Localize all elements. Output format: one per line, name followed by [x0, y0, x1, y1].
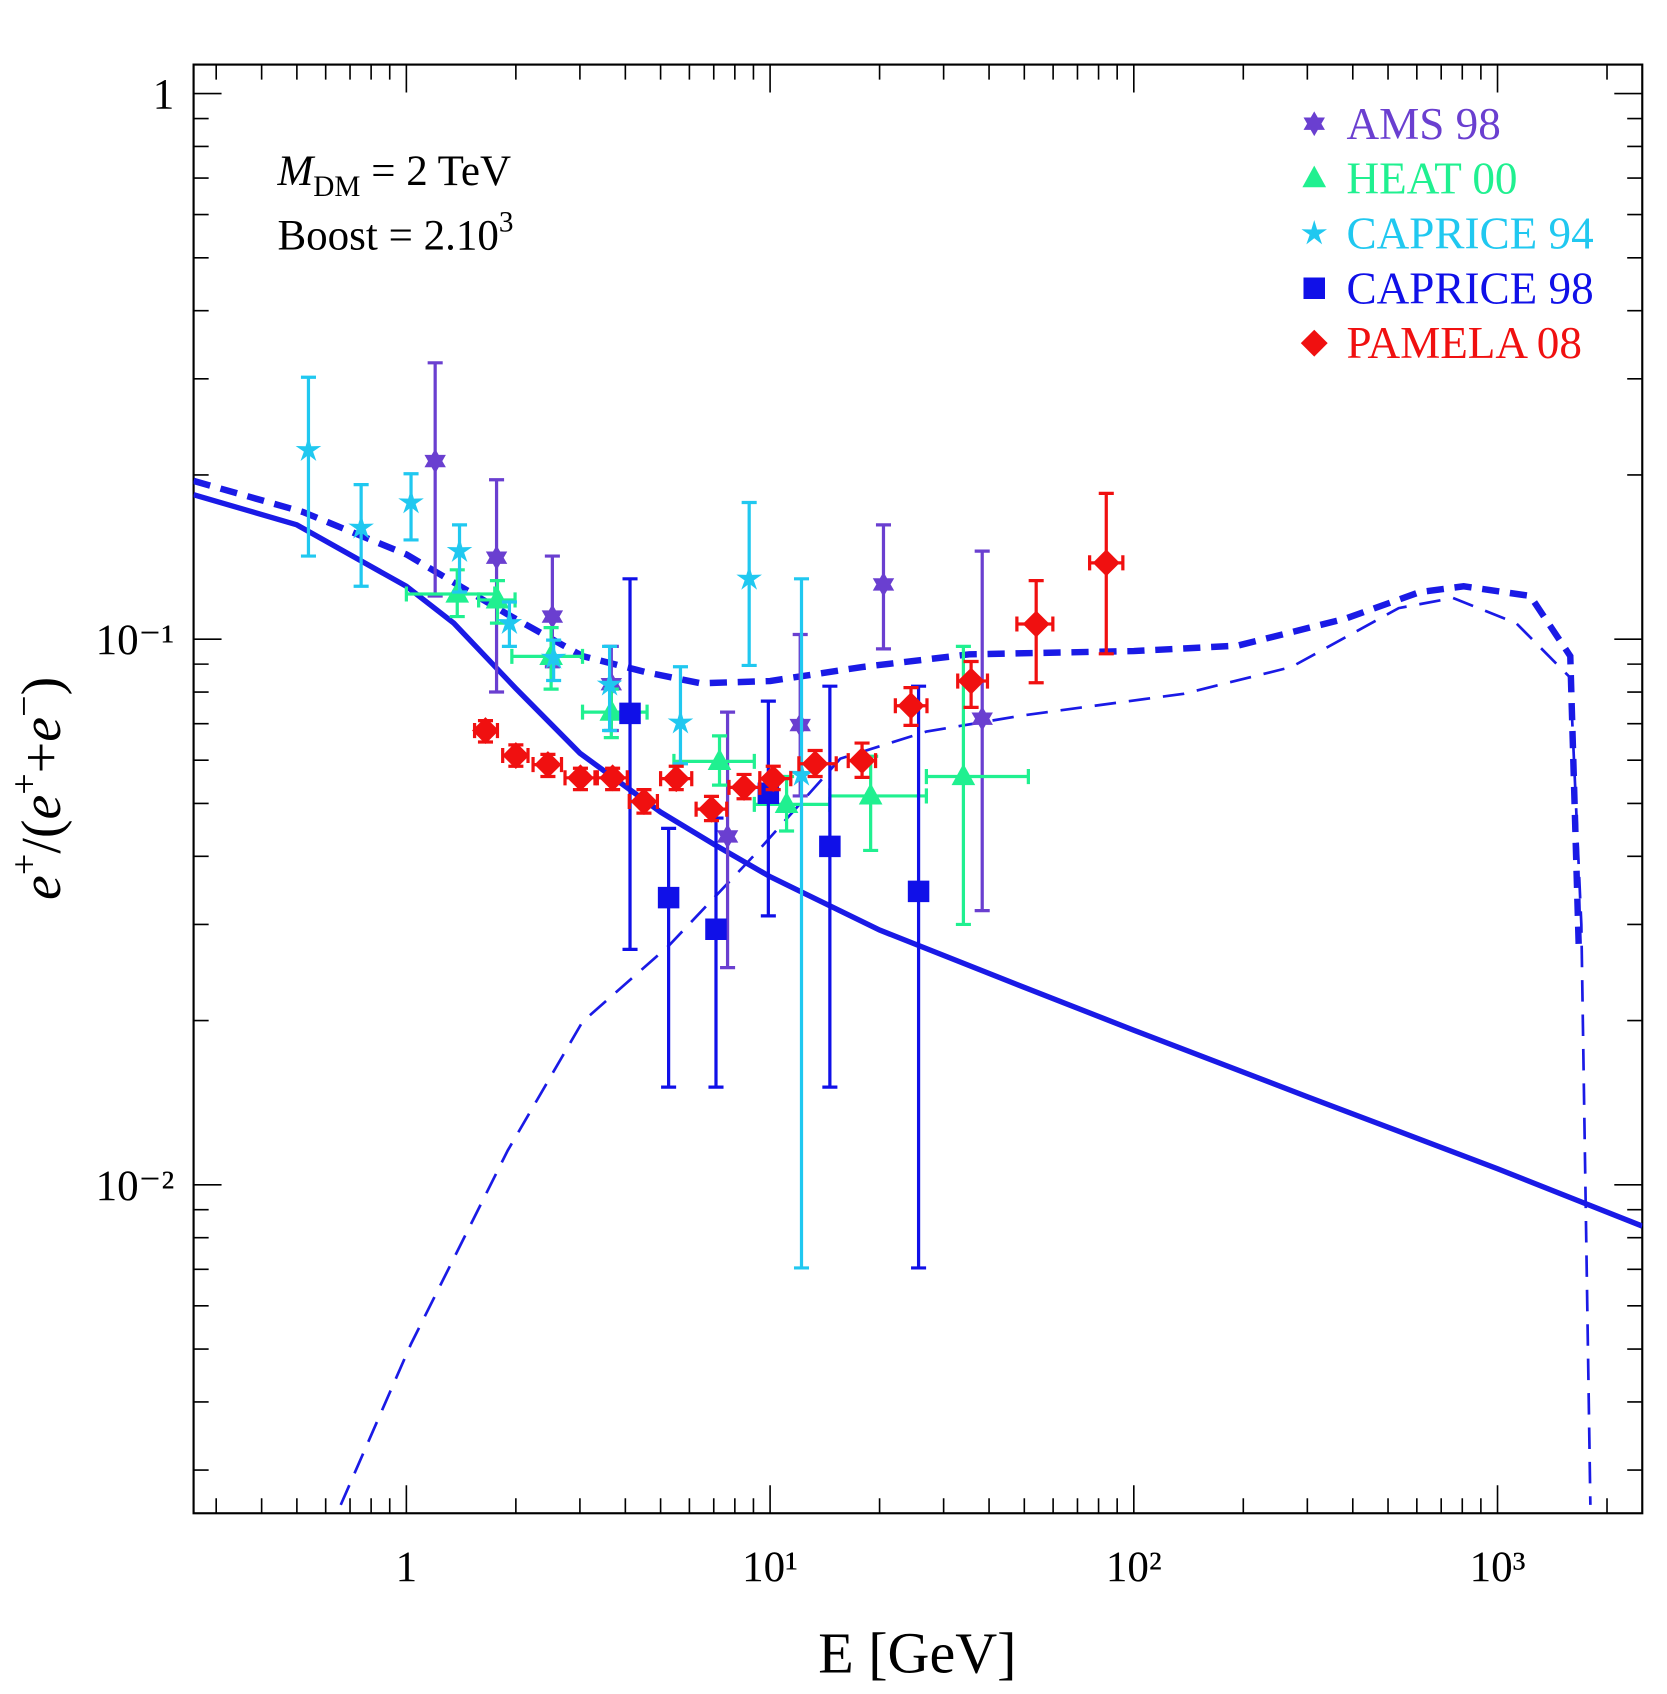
marker	[774, 791, 799, 813]
text-part: −	[4, 695, 46, 716]
legend-marker	[1303, 277, 1325, 300]
text-part: DM	[313, 171, 360, 203]
marker	[630, 788, 658, 815]
error-bar	[708, 816, 724, 1089]
x-tick-label: 10²	[1106, 1544, 1162, 1591]
points	[295, 361, 1125, 1270]
text-part: e	[11, 875, 73, 900]
marker	[667, 709, 694, 734]
text-part: +	[11, 742, 73, 774]
x-axis-label: E [GeV]	[818, 1620, 1016, 1685]
marker	[872, 572, 895, 597]
legend-label: AMS 98	[1347, 99, 1501, 149]
legend-marker	[1302, 165, 1327, 188]
marker	[541, 604, 564, 629]
marker	[1022, 610, 1050, 638]
error-bar	[760, 699, 776, 918]
marker	[540, 644, 567, 669]
marker	[788, 761, 815, 786]
x-tick-label: 10³	[1470, 1544, 1526, 1591]
marker	[957, 667, 985, 695]
text-part: 3	[499, 207, 514, 239]
error-bar	[822, 684, 838, 1089]
x-tick-label: 1	[396, 1544, 418, 1591]
marker	[858, 783, 883, 805]
text-part: Boost = 2.10	[277, 213, 498, 260]
y-tick-label: 10⁻¹	[96, 617, 175, 664]
marker	[424, 448, 446, 474]
marker	[596, 671, 623, 696]
legend-label: CAPRICE 94	[1347, 208, 1594, 258]
y-tick-label: 1	[153, 72, 175, 119]
curve	[193, 492, 1643, 1229]
text-part: e	[11, 717, 73, 742]
text-part: )	[11, 677, 73, 696]
marker	[730, 773, 758, 801]
error-bar	[661, 826, 677, 1089]
annotation: MDM = 2 TeV	[276, 148, 511, 203]
marker	[534, 751, 562, 779]
error-bar	[911, 684, 927, 1270]
marker	[485, 545, 508, 571]
marker	[705, 918, 727, 940]
text-part: e	[11, 795, 73, 820]
marker	[736, 565, 762, 590]
y-tick-label: 10⁻²	[96, 1163, 175, 1210]
marker	[759, 765, 787, 793]
legend-marker	[1301, 219, 1328, 245]
text-part: +	[4, 773, 46, 794]
legend-marker	[1303, 111, 1325, 137]
marker	[951, 763, 976, 786]
marker	[485, 587, 510, 609]
marker	[1092, 549, 1120, 577]
marker	[848, 747, 876, 775]
marker	[502, 742, 530, 769]
marker	[599, 699, 624, 721]
error-bar	[622, 577, 638, 952]
marker	[348, 514, 374, 539]
error-bar	[300, 375, 316, 558]
legend-label: PAMELA 08	[1347, 318, 1582, 368]
text-part: = 2 TeV	[360, 148, 511, 195]
marker	[496, 609, 523, 635]
curve	[339, 596, 1592, 1506]
marker	[907, 880, 930, 903]
marker	[599, 764, 627, 792]
marker	[662, 765, 690, 793]
legend-label: CAPRICE 98	[1347, 263, 1594, 313]
error-bar	[955, 644, 971, 927]
marker	[446, 537, 473, 562]
error-bar	[353, 482, 369, 588]
marker	[819, 835, 841, 858]
error-bar	[793, 577, 810, 1270]
legend-label: HEAT 00	[1347, 154, 1518, 204]
error-bar	[427, 361, 443, 598]
marker	[971, 706, 993, 732]
legend-marker	[1300, 329, 1328, 357]
plot-frame	[192, 63, 1644, 1515]
marker	[566, 764, 594, 792]
text-part: M	[276, 148, 315, 195]
marker	[897, 692, 925, 720]
error-bar	[741, 500, 757, 668]
marker	[619, 702, 641, 725]
marker	[398, 489, 424, 514]
ticks	[193, 64, 1643, 1514]
marker	[472, 717, 499, 744]
marker	[295, 436, 322, 462]
error-bar	[451, 523, 468, 594]
curve	[193, 477, 1582, 947]
marker	[657, 886, 680, 909]
y-axis-label: e+/(e++e−)	[4, 677, 73, 900]
annotation: Boost = 2.103	[277, 207, 513, 260]
x-error-bar	[924, 769, 1030, 785]
marker	[707, 748, 732, 770]
text-part: /(	[11, 820, 73, 854]
text-part: +	[4, 854, 46, 875]
x-tick-label: 10¹	[742, 1544, 798, 1591]
